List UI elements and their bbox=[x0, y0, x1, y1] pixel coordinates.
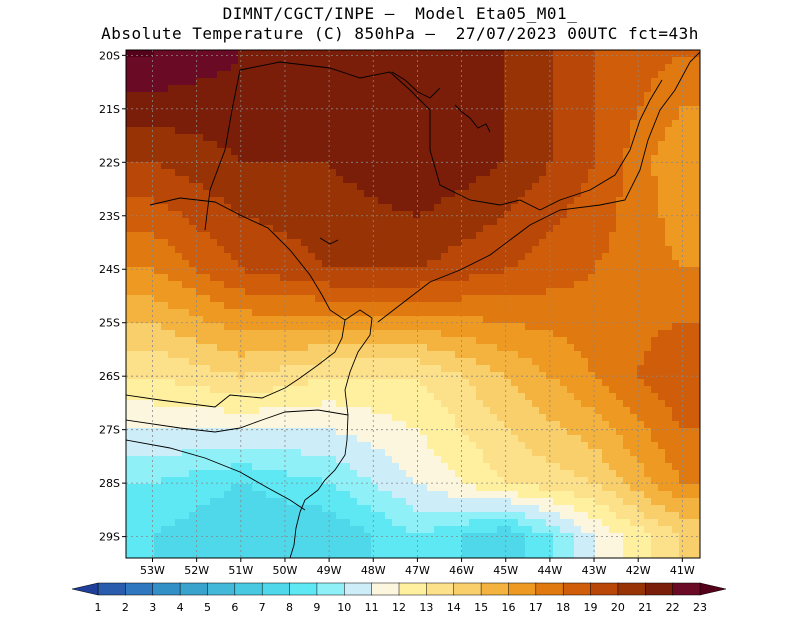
coastline bbox=[126, 309, 373, 558]
colorbar-label: 18 bbox=[556, 601, 570, 614]
colorbar-label: 8 bbox=[286, 601, 293, 614]
colorbar-label: 14 bbox=[447, 601, 461, 614]
colorbar-segment bbox=[645, 582, 674, 596]
state-border-pr-sc bbox=[126, 409, 349, 433]
map-frame bbox=[125, 49, 701, 559]
colorbar-label: 20 bbox=[611, 601, 625, 614]
colorbar-label: 6 bbox=[231, 601, 238, 614]
colorbar-label: 2 bbox=[122, 601, 129, 614]
river-dam-a bbox=[454, 104, 491, 133]
colorbar-label: 7 bbox=[259, 601, 266, 614]
colorbar-label: 22 bbox=[666, 601, 680, 614]
colorbar-label: 3 bbox=[149, 601, 156, 614]
colorbar-label: 16 bbox=[501, 601, 515, 614]
temperature-field bbox=[126, 50, 700, 558]
lat-label: 20S bbox=[99, 49, 120, 62]
figure-title-line-1: DIMNT/CGCT/INPE – Model Eta05_M01_ bbox=[222, 4, 578, 23]
state-border-mg-rj bbox=[539, 79, 663, 211]
figure-title-line-2: Absolute Temperature (C) 850hPa – 27/07/… bbox=[101, 24, 699, 43]
colorbar-label: 23 bbox=[693, 601, 707, 614]
lon-label: 52W bbox=[184, 564, 209, 577]
lat-label: 22S bbox=[99, 156, 120, 169]
lon-label: 50W bbox=[273, 564, 298, 577]
colorbar-segment bbox=[125, 582, 154, 596]
lon-label: 53W bbox=[140, 564, 165, 577]
lat-label: 27S bbox=[99, 424, 120, 437]
colorbar-segment bbox=[480, 582, 510, 596]
colorbar-segment bbox=[261, 582, 291, 596]
colorbar-segment bbox=[535, 582, 564, 596]
longitude-labels: 53W 52W 51W 50W 49W 48W 47W 46W 45W 44W 43W 42W 41W bbox=[140, 558, 695, 577]
lat-lon-gridlines bbox=[126, 50, 700, 558]
colorbar-segment bbox=[508, 582, 537, 596]
state-border-sp-pr bbox=[149, 197, 346, 321]
colorbar-label: 11 bbox=[365, 601, 379, 614]
state-border-mg-sp bbox=[239, 61, 541, 211]
colorbar-segment bbox=[179, 582, 209, 596]
colorbar-label: 9 bbox=[313, 601, 320, 614]
colorbar-high-arrow bbox=[699, 582, 727, 596]
river-dam-b bbox=[391, 71, 441, 99]
colorbar-label: 12 bbox=[392, 601, 406, 614]
colorbar-segment bbox=[316, 582, 346, 596]
lon-label: 51W bbox=[228, 564, 253, 577]
colorbar-segment bbox=[207, 582, 236, 596]
lon-label: 46W bbox=[449, 564, 474, 577]
lon-label: 49W bbox=[317, 564, 342, 577]
lat-label: 23S bbox=[99, 210, 120, 223]
colorbar-labels: 1 2 3 4 5 6 7 8 9 10 11 12 13 14 15 16 17 18 19 20 21 22 23 bbox=[95, 601, 708, 614]
lon-label: 42W bbox=[626, 564, 651, 577]
colorbar-segment bbox=[590, 582, 619, 596]
colorbar-segment bbox=[97, 582, 127, 596]
colorbar-segment bbox=[672, 582, 701, 596]
colorbar-label: 21 bbox=[638, 601, 652, 614]
lon-label: 44W bbox=[537, 564, 562, 577]
lon-label: 43W bbox=[582, 564, 607, 577]
lon-label: 47W bbox=[405, 564, 430, 577]
colorbar-segment bbox=[371, 582, 400, 596]
colorbar-segment bbox=[344, 582, 373, 596]
latitude-labels: 20S 21S 22S 23S 24S 25S 26S 27S 28S 29S bbox=[99, 49, 126, 544]
colorbar-label: 17 bbox=[529, 601, 543, 614]
colorbar-label: 1 bbox=[95, 601, 102, 614]
state-border-sc-rs bbox=[126, 439, 306, 511]
lat-label: 26S bbox=[99, 370, 120, 383]
colorbar-segment bbox=[562, 582, 592, 596]
colorbar-label: 10 bbox=[337, 601, 351, 614]
coastline-borders bbox=[126, 51, 700, 558]
colorbar-segment bbox=[152, 582, 181, 596]
coastline-north bbox=[377, 51, 700, 323]
lon-label: 45W bbox=[493, 564, 518, 577]
colorbar-segment bbox=[289, 582, 318, 596]
lon-label: 41W bbox=[670, 564, 695, 577]
colorbar-segment bbox=[617, 582, 647, 596]
colorbar-segment bbox=[426, 582, 455, 596]
colorbar-segment bbox=[234, 582, 263, 596]
colorbar-label: 15 bbox=[474, 601, 488, 614]
lat-label: 24S bbox=[99, 263, 120, 276]
colorbar-low-arrow bbox=[71, 582, 99, 596]
colorbar bbox=[71, 582, 727, 596]
colorbar-label: 13 bbox=[419, 601, 433, 614]
colorbar-segment bbox=[398, 582, 428, 596]
lat-label: 21S bbox=[99, 103, 120, 116]
lat-label: 25S bbox=[99, 317, 120, 330]
lon-label: 48W bbox=[361, 564, 386, 577]
colorbar-label: 4 bbox=[177, 601, 184, 614]
colorbar-label: 19 bbox=[584, 601, 598, 614]
colorbar-segment bbox=[453, 582, 482, 596]
river-dam-c bbox=[319, 237, 339, 245]
lat-label: 28S bbox=[99, 477, 120, 490]
colorbar-label: 5 bbox=[204, 601, 211, 614]
lat-label: 29S bbox=[99, 531, 120, 544]
state-border-ms bbox=[204, 69, 241, 231]
